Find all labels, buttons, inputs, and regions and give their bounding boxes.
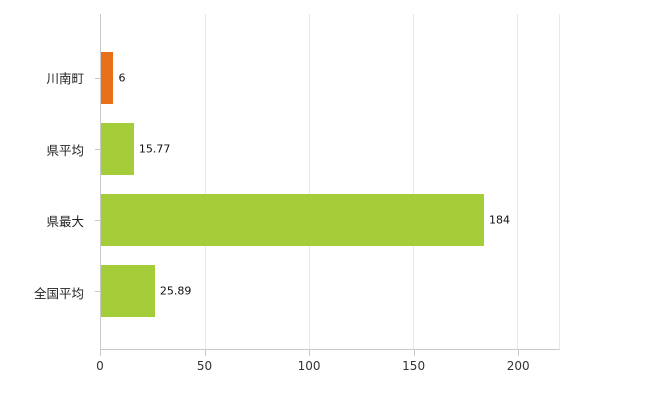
x-axis-tick-label: 150 (402, 359, 426, 373)
bar-row: 6 (95, 42, 559, 113)
y-axis-tick (95, 148, 100, 150)
bar-row: 15.77 (95, 113, 559, 184)
gridlines (101, 14, 559, 349)
bars-layer: 6 15.77 184 25.89 (95, 42, 559, 327)
bar-value-label: 15.77 (138, 142, 171, 156)
gridline (517, 14, 519, 349)
gridline (413, 14, 415, 349)
x-axis-tick (309, 350, 311, 356)
bar-row: 25.89 (95, 256, 559, 327)
category-label: 全国平均 (33, 285, 84, 301)
y-axis-labels: 川南町県平均県最大全国平均 (0, 42, 92, 328)
gridline (309, 14, 311, 349)
x-axis-tick (413, 350, 415, 356)
y-axis-tick (95, 220, 100, 222)
x-axis-tick (100, 350, 101, 356)
y-axis-tick (95, 77, 100, 79)
y-axis-tick (95, 291, 100, 293)
category-label: 川南町 (46, 71, 84, 87)
bar-value-label: 25.89 (159, 284, 192, 298)
bar-row: 184 (95, 185, 559, 256)
bar (101, 122, 134, 175)
x-axis-tick-label: 50 (196, 359, 213, 373)
bar (101, 194, 485, 247)
plot-area: 6 15.77 184 25.89 (95, 14, 560, 350)
x-axis-tick-labels: 0 50 100 150 200 (96, 359, 560, 377)
x-axis-tick (518, 350, 520, 356)
x-axis-tick-label: 100 (297, 359, 321, 373)
bar (101, 265, 155, 318)
gridline (205, 14, 207, 349)
x-axis-ticks (100, 350, 560, 356)
x-axis-tick-label: 200 (506, 359, 530, 373)
bar-value-label: 6 (118, 71, 126, 85)
bar-value-label: 184 (489, 213, 511, 227)
category-label: 県最大 (46, 214, 84, 230)
category-label: 県平均 (46, 142, 84, 158)
x-axis-tick-label: 0 (96, 359, 104, 373)
x-axis-tick (204, 350, 206, 356)
bar (101, 51, 114, 104)
